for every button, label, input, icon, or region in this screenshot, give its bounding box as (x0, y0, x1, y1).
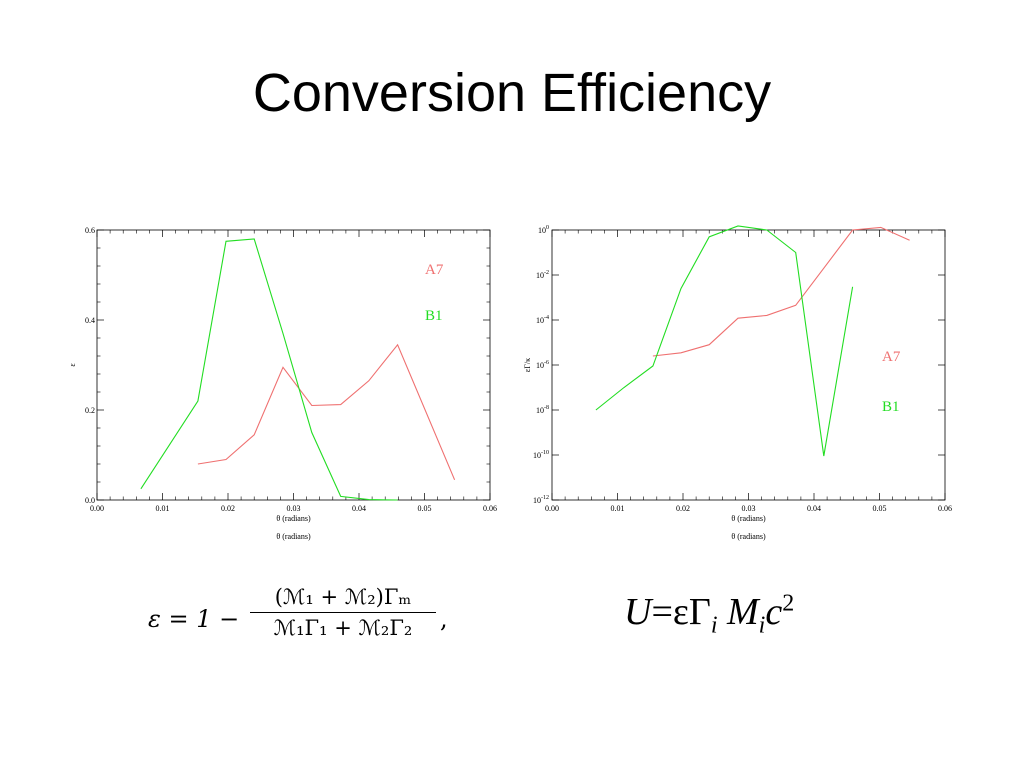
y-tick-label: 10-6 (536, 360, 549, 370)
legend-a7: A7 (425, 262, 444, 278)
x-tick-label: 0.05 (418, 504, 432, 513)
legend-a7: A7 (882, 349, 901, 365)
y-axis-label: ε (68, 363, 77, 367)
energy-m: M (726, 591, 759, 633)
efficiency-linear-chart: 0.00 0.01 0.02 0.03 0.04 0.05 0.06 0.0 0.2 0.4 0.6… (68, 226, 497, 541)
y-tick-label: 10-8 (536, 405, 549, 415)
x-tick-label: 0.04 (352, 504, 366, 513)
slide-title: Conversion Efficiency (252, 63, 772, 123)
x-axis-caption: θ (radians) (276, 532, 311, 541)
energy-sub-i2: i (758, 612, 766, 639)
x-tick-label: 0.00 (545, 504, 559, 513)
energy-u: U (624, 591, 652, 633)
energy-formula: U=εΓi Mic2 (624, 590, 794, 640)
energy-eq: =εΓ (651, 591, 711, 633)
y-tick-label: 0.4 (85, 316, 95, 325)
series-line-b1 (595, 225, 854, 457)
efficiency-formula: ε = 1 − (ℳ₁ + ℳ₂)Γₘ ℳ₁Γ₁ + ℳ₂Γ₂ , (148, 585, 468, 655)
y-axis-label: εΓ/κ (523, 358, 532, 372)
legend-b1: B1 (882, 399, 900, 415)
energy-exp: 2 (782, 590, 795, 617)
x-tick-label: 0.03 (287, 504, 301, 513)
formula-lhs: ε = 1 − (148, 605, 240, 633)
series-line-a7 (652, 226, 910, 357)
x-tick-label: 0.06 (483, 504, 497, 513)
x-tick-label: 0.02 (676, 504, 690, 513)
x-tick-label: 0.06 (938, 504, 952, 513)
series-line-b1 (140, 238, 398, 501)
x-axis-label: θ (radians) (276, 514, 311, 523)
y-tick-label: 10-4 (536, 315, 549, 325)
y-tick-label: 10-2 (536, 270, 549, 280)
x-tick-label: 0.01 (156, 504, 170, 513)
y-tick-label: 0.0 (85, 496, 95, 505)
y-tick-label: 100 (538, 225, 549, 235)
y-tick-label: 10-12 (533, 495, 549, 505)
formula-comma: , (440, 605, 448, 633)
x-tick-label: 0.00 (90, 504, 104, 513)
x-tick-label: 0.05 (873, 504, 887, 513)
formula-denominator: ℳ₁Γ₁ + ℳ₂Γ₂ (273, 616, 413, 640)
x-axis-caption: θ (radians) (731, 532, 766, 541)
plot-frame (551, 229, 946, 501)
x-tick-label: 0.02 (221, 504, 235, 513)
x-tick-label: 0.04 (807, 504, 821, 513)
energy-sub-i1: i (710, 612, 718, 639)
formula-numerator: (ℳ₁ + ℳ₂)Γₘ (250, 585, 436, 613)
formula-fraction: (ℳ₁ + ℳ₂)Γₘ ℳ₁Γ₁ + ℳ₂Γ₂ (250, 585, 436, 640)
efficiency-log-chart: 0.00 0.01 0.02 0.03 0.04 0.05 0.06 100 10-2 10-4 1… (523, 225, 952, 541)
x-tick-label: 0.03 (742, 504, 756, 513)
x-tick-label: 0.01 (611, 504, 625, 513)
legend-b1: B1 (425, 308, 443, 324)
y-tick-label: 0.2 (85, 406, 95, 415)
series-line-a7 (197, 343, 456, 481)
x-axis-label: θ (radians) (731, 514, 766, 523)
y-tick-label: 10-10 (533, 450, 549, 460)
energy-c: c (765, 591, 783, 633)
y-tick-label: 0.6 (85, 226, 95, 235)
